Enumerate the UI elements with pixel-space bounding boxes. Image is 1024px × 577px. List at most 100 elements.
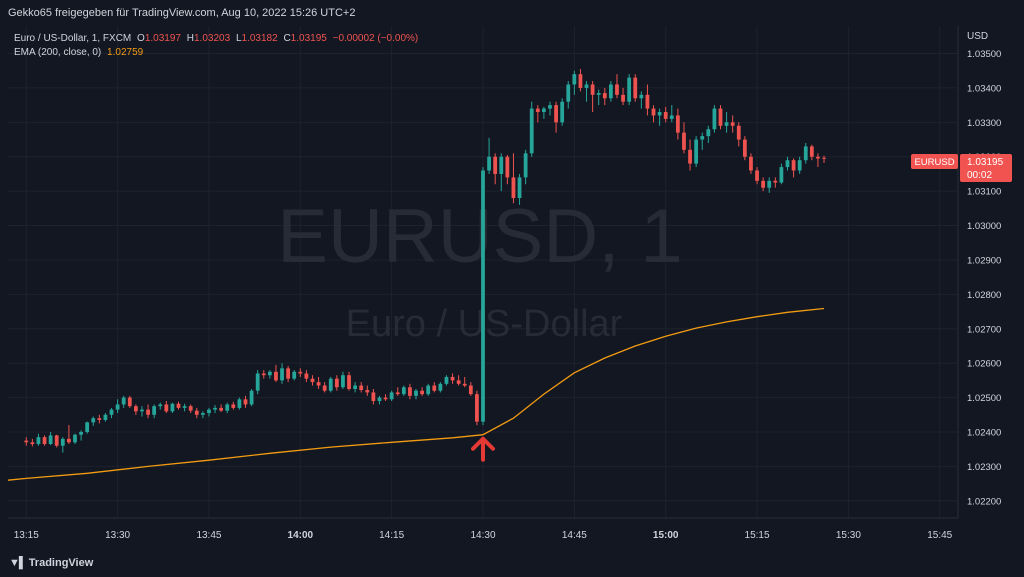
candle bbox=[615, 74, 619, 99]
candle bbox=[255, 370, 260, 395]
candle bbox=[200, 411, 205, 419]
candle bbox=[438, 382, 443, 393]
candle-body bbox=[791, 160, 796, 171]
y-tick-label: 1.02600 bbox=[967, 359, 1001, 370]
candle-body bbox=[468, 385, 473, 395]
candle bbox=[140, 406, 144, 417]
candle bbox=[779, 163, 784, 185]
x-tick-label: 13:45 bbox=[196, 530, 221, 541]
candle bbox=[608, 81, 613, 102]
candle-body bbox=[274, 371, 278, 381]
candle bbox=[785, 156, 790, 171]
candle-body bbox=[359, 385, 364, 391]
candle-body bbox=[438, 383, 443, 391]
candle-body bbox=[822, 157, 826, 159]
candle-body bbox=[213, 407, 217, 410]
candle-body bbox=[164, 404, 169, 412]
candle bbox=[803, 142, 808, 164]
candle bbox=[499, 153, 504, 192]
candle bbox=[60, 437, 65, 453]
candle bbox=[103, 413, 108, 422]
candle bbox=[675, 108, 680, 140]
candle-body bbox=[694, 139, 699, 164]
candle bbox=[36, 433, 41, 446]
candle bbox=[663, 106, 668, 123]
legend-high-label: H bbox=[186, 33, 194, 44]
candle bbox=[426, 383, 431, 396]
candle bbox=[475, 390, 479, 426]
candle-body bbox=[353, 385, 358, 389]
legend-open-label: O bbox=[137, 33, 145, 44]
candle bbox=[280, 363, 284, 384]
candle-body bbox=[389, 392, 394, 400]
candle-body bbox=[127, 397, 132, 407]
candle bbox=[334, 375, 339, 391]
candle bbox=[328, 376, 333, 393]
candle bbox=[109, 407, 114, 419]
candle-body bbox=[432, 385, 437, 391]
candle-body bbox=[493, 156, 498, 174]
candle bbox=[146, 404, 150, 419]
candle-body bbox=[529, 108, 534, 154]
candle bbox=[736, 122, 741, 147]
candle-body bbox=[724, 122, 729, 126]
candle bbox=[742, 136, 747, 161]
candle bbox=[115, 399, 120, 414]
candle-body bbox=[499, 156, 504, 174]
candle-body bbox=[548, 105, 552, 109]
legend-ema-row: EMA (200, close, 0) 1.02759 bbox=[14, 46, 418, 60]
candle bbox=[621, 87, 625, 106]
candle bbox=[121, 395, 126, 408]
candle bbox=[651, 105, 656, 123]
legend-symbol: Euro / US-Dollar, 1, FXCM bbox=[14, 33, 132, 44]
candle-body bbox=[602, 93, 607, 99]
candle bbox=[225, 402, 230, 414]
tradingview-logo[interactable]: ▼▌ TradingView bbox=[9, 557, 93, 569]
candle-body bbox=[115, 404, 120, 410]
candle-body bbox=[133, 406, 138, 412]
candle-body bbox=[615, 84, 619, 95]
candle-body bbox=[146, 409, 150, 415]
candle bbox=[584, 81, 589, 102]
candle bbox=[322, 382, 327, 393]
candle bbox=[809, 144, 814, 161]
candle-body bbox=[36, 437, 41, 445]
candle bbox=[133, 404, 138, 415]
candle-body bbox=[408, 387, 412, 396]
y-axis-ticks: 1.035001.034001.033001.032001.031001.030… bbox=[967, 49, 1001, 507]
ema-line-layer bbox=[7, 307, 825, 481]
candle bbox=[791, 158, 796, 178]
candle bbox=[164, 401, 169, 414]
candle-body bbox=[249, 390, 254, 405]
candle bbox=[432, 382, 437, 393]
candle bbox=[669, 105, 674, 123]
candle-body bbox=[456, 380, 461, 384]
candle-body bbox=[54, 435, 59, 446]
candle-body bbox=[608, 84, 613, 99]
candle-body bbox=[371, 392, 376, 402]
candle bbox=[194, 407, 199, 419]
candle-body bbox=[194, 410, 199, 415]
currency-label: USD bbox=[967, 31, 988, 42]
candle-body bbox=[67, 438, 71, 443]
price-tag-price: 1.03195 bbox=[967, 157, 1004, 168]
candle-body bbox=[328, 378, 333, 391]
legend-symbol-row: Euro / US-Dollar, 1, FXCM O1.03197 H1.03… bbox=[14, 32, 418, 46]
candle bbox=[304, 370, 309, 383]
candle-body bbox=[395, 392, 400, 395]
legend-ema-label: EMA (200, close, 0) bbox=[14, 47, 102, 58]
candle-body bbox=[481, 170, 485, 422]
candle bbox=[700, 132, 705, 150]
candle-body bbox=[663, 112, 668, 119]
candle bbox=[505, 155, 510, 185]
legend-change: −0.00002 (−0.00%) bbox=[332, 33, 419, 44]
candle bbox=[316, 376, 321, 389]
candle bbox=[158, 402, 163, 410]
candle bbox=[645, 84, 650, 116]
ema-line bbox=[7, 307, 825, 481]
candle bbox=[706, 125, 711, 143]
candle-body bbox=[176, 403, 181, 408]
candle bbox=[237, 397, 242, 410]
candle-body bbox=[85, 422, 90, 432]
